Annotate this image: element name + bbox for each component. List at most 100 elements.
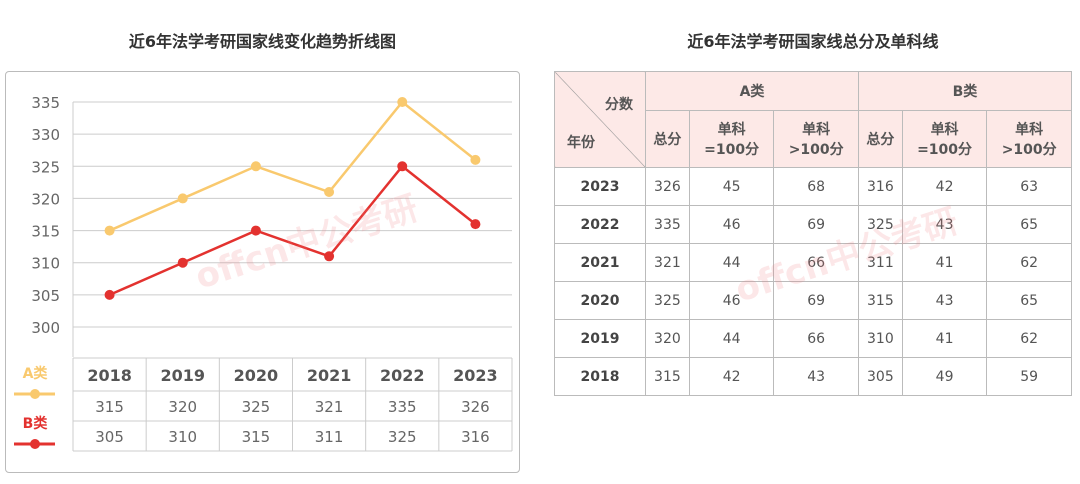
table-cell: 2018 xyxy=(554,357,646,396)
data-value-label: 326 xyxy=(461,398,490,416)
table-cell: 315 xyxy=(645,357,690,396)
data-value-label: 315 xyxy=(242,428,271,446)
y-tick-label: 300 xyxy=(31,319,60,337)
sub-header: 单科 =100分 xyxy=(688,110,775,168)
table-cell: 45 xyxy=(688,167,775,206)
sub-header: 单科 >100分 xyxy=(986,110,1072,168)
corner-bottom-label: 年份 xyxy=(567,135,595,151)
right-table-title: 近6年法学考研国家线总分及单科线 xyxy=(687,32,939,51)
series-line-a xyxy=(109,100,477,232)
legend-label: A类 xyxy=(23,365,49,382)
table-cell: 316 xyxy=(857,167,903,206)
sub-header-line: 单科 xyxy=(802,122,831,138)
table-cell: 315 xyxy=(857,281,903,320)
table-cell: 41 xyxy=(901,319,988,358)
sub-header-line: 单科 xyxy=(717,122,746,138)
table-cell: 325 xyxy=(645,281,690,320)
data-point xyxy=(470,219,481,230)
table-row: 2019 320 44 66 310 41 62 xyxy=(554,319,1072,358)
sub-header-line: =100分 xyxy=(917,142,973,158)
table-row: 2020 325 46 69 315 43 65 xyxy=(554,281,1072,320)
y-tick-label: 325 xyxy=(31,158,60,176)
legend-marker-icon xyxy=(30,389,40,399)
x-category-label: 2019 xyxy=(160,366,205,385)
x-category-label: 2021 xyxy=(307,366,352,385)
y-tick-label: 320 xyxy=(31,190,60,208)
table-cell: 42 xyxy=(901,167,988,206)
legend-marker-icon xyxy=(30,439,40,449)
table-cell: 66 xyxy=(773,319,859,358)
data-point xyxy=(397,97,408,107)
table-cell: 326 xyxy=(645,167,690,206)
legend-label: B类 xyxy=(23,415,49,432)
table-cell: 63 xyxy=(986,167,1072,206)
data-value-label: 316 xyxy=(461,428,490,446)
data-point xyxy=(104,289,115,300)
table-cell: 335 xyxy=(645,205,690,244)
data-point xyxy=(250,225,261,236)
corner-header: 分数年份 xyxy=(554,71,646,168)
data-value-label: 305 xyxy=(95,428,124,446)
table-cell: 2019 xyxy=(554,319,646,358)
score-table: 分数 年份 A类 B类 总分 单科 =100分 单科 >100分 总分 单科 =100分 单科 >100分… xyxy=(554,71,1073,396)
data-point xyxy=(397,161,408,172)
group-header: B类 xyxy=(857,71,1073,111)
data-point xyxy=(324,187,335,197)
table-cell: 43 xyxy=(901,281,988,320)
table-cell: 310 xyxy=(857,319,903,358)
sub-header-line: >100分 xyxy=(1001,142,1057,158)
table-cell: 305 xyxy=(857,357,903,396)
data-point xyxy=(470,154,481,165)
table-cell: 44 xyxy=(688,243,775,282)
table-cell: 42 xyxy=(688,357,775,396)
table-cell: 46 xyxy=(688,205,775,244)
data-point xyxy=(324,251,335,262)
data-value-label: 320 xyxy=(168,398,197,416)
left-chart-title: 近6年法学考研国家线变化趋势折线图 xyxy=(128,32,397,51)
table-cell: 321 xyxy=(645,243,690,282)
table-cell: 65 xyxy=(986,281,1072,320)
table-row: 2018 315 42 43 305 49 59 xyxy=(554,357,1072,396)
sub-header: 单科 >100分 xyxy=(773,110,859,168)
data-value-label: 335 xyxy=(388,398,417,416)
sub-header: 总分 xyxy=(857,110,903,168)
table-cell: 69 xyxy=(773,205,859,244)
group-header: A类 xyxy=(645,71,859,111)
table-cell: 2021 xyxy=(554,243,646,282)
sub-header-line: >100分 xyxy=(788,142,844,158)
x-category-label: 2022 xyxy=(380,366,425,385)
y-tick-label: 315 xyxy=(31,223,60,241)
data-value-label: 310 xyxy=(168,428,197,446)
table-cell: 66 xyxy=(773,243,859,282)
table-cell: 320 xyxy=(645,319,690,358)
table-cell: 46 xyxy=(688,281,775,320)
table-cell: 62 xyxy=(986,319,1072,358)
sub-header-line: 单科 xyxy=(930,122,959,138)
table-cell: 59 xyxy=(986,357,1072,396)
data-value-label: 321 xyxy=(315,398,344,416)
chart-frame xyxy=(5,71,520,473)
sub-header-line: 总分 xyxy=(653,132,682,148)
data-value-label: 325 xyxy=(388,428,417,446)
table-cell: 311 xyxy=(857,243,903,282)
table-cell: 2020 xyxy=(554,281,646,320)
corner-top-label: 分数 xyxy=(605,97,633,113)
data-point xyxy=(104,225,115,236)
table-cell: 41 xyxy=(901,243,988,282)
table-cell: 65 xyxy=(986,205,1072,244)
table-cell: 43 xyxy=(773,357,859,396)
data-point xyxy=(177,257,188,268)
y-tick-label: 330 xyxy=(31,126,60,144)
data-value-label: 311 xyxy=(315,428,344,446)
data-point xyxy=(177,193,188,204)
table-cell: 44 xyxy=(688,319,775,358)
table-cell: 325 xyxy=(857,205,903,244)
table-cell: 49 xyxy=(901,357,988,396)
sub-header-line: =100分 xyxy=(704,142,760,158)
table-cell: 68 xyxy=(773,167,859,206)
table-cell: 43 xyxy=(901,205,988,244)
table-row: 2023 326 45 68 316 42 63 xyxy=(554,167,1072,206)
data-value-label: 315 xyxy=(95,398,124,416)
table-cell: 69 xyxy=(773,281,859,320)
